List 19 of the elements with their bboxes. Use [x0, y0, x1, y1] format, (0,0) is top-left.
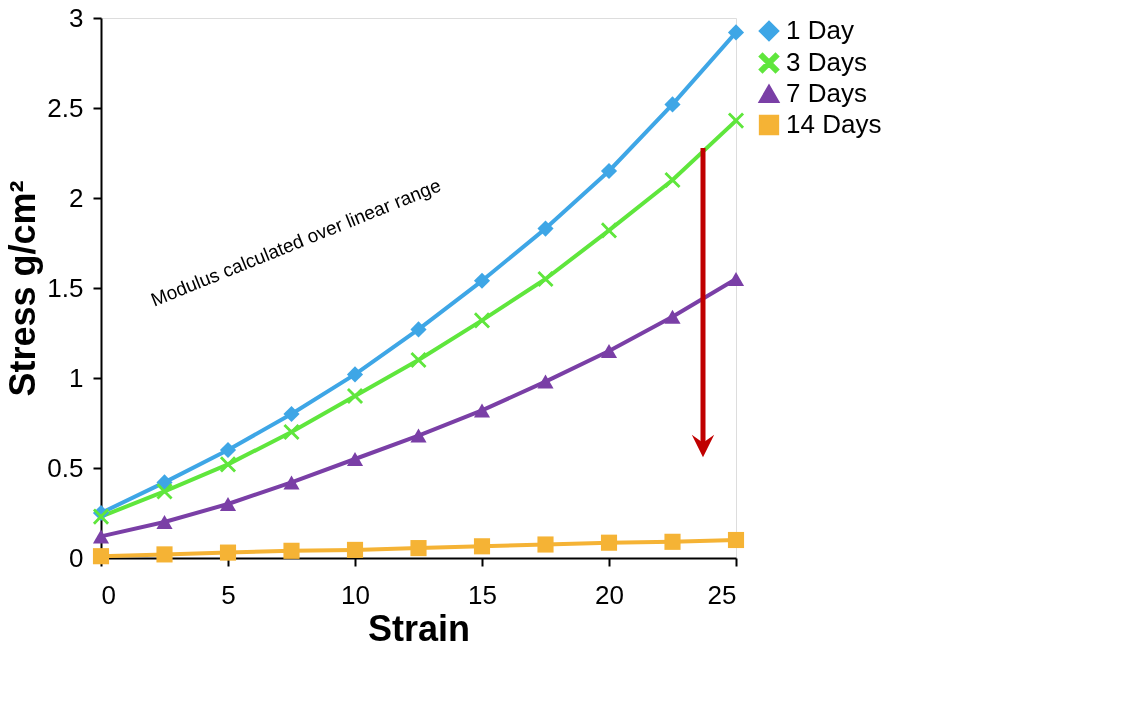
x-tick-label: 10 — [341, 579, 370, 610]
y-tick-label: 1 — [69, 362, 84, 393]
y-tick-label: 2.5 — [47, 92, 84, 123]
x-axis-title: Strain — [367, 607, 471, 649]
legend-label: 1 Day — [786, 15, 854, 45]
legend-label: 7 Days — [786, 78, 867, 108]
x-tick-label: 0 — [101, 579, 116, 610]
legend-label: 14 Days — [786, 109, 882, 139]
x-tick-label: 5 — [221, 579, 236, 610]
y-tick-label: 2 — [69, 182, 84, 213]
y-axis-title: Stress g/cm² — [2, 180, 44, 397]
x-tick-label: 20 — [595, 579, 624, 610]
y-tick-label: 0 — [69, 542, 84, 573]
legend-label: 3 Days — [786, 47, 867, 77]
x-tick-label: 25 — [707, 579, 737, 610]
y-tick-label: 1.5 — [47, 272, 84, 303]
x-tick-label: 15 — [468, 579, 497, 610]
y-tick-label: 3 — [69, 2, 84, 33]
y-tick-label: 0.5 — [47, 452, 84, 483]
